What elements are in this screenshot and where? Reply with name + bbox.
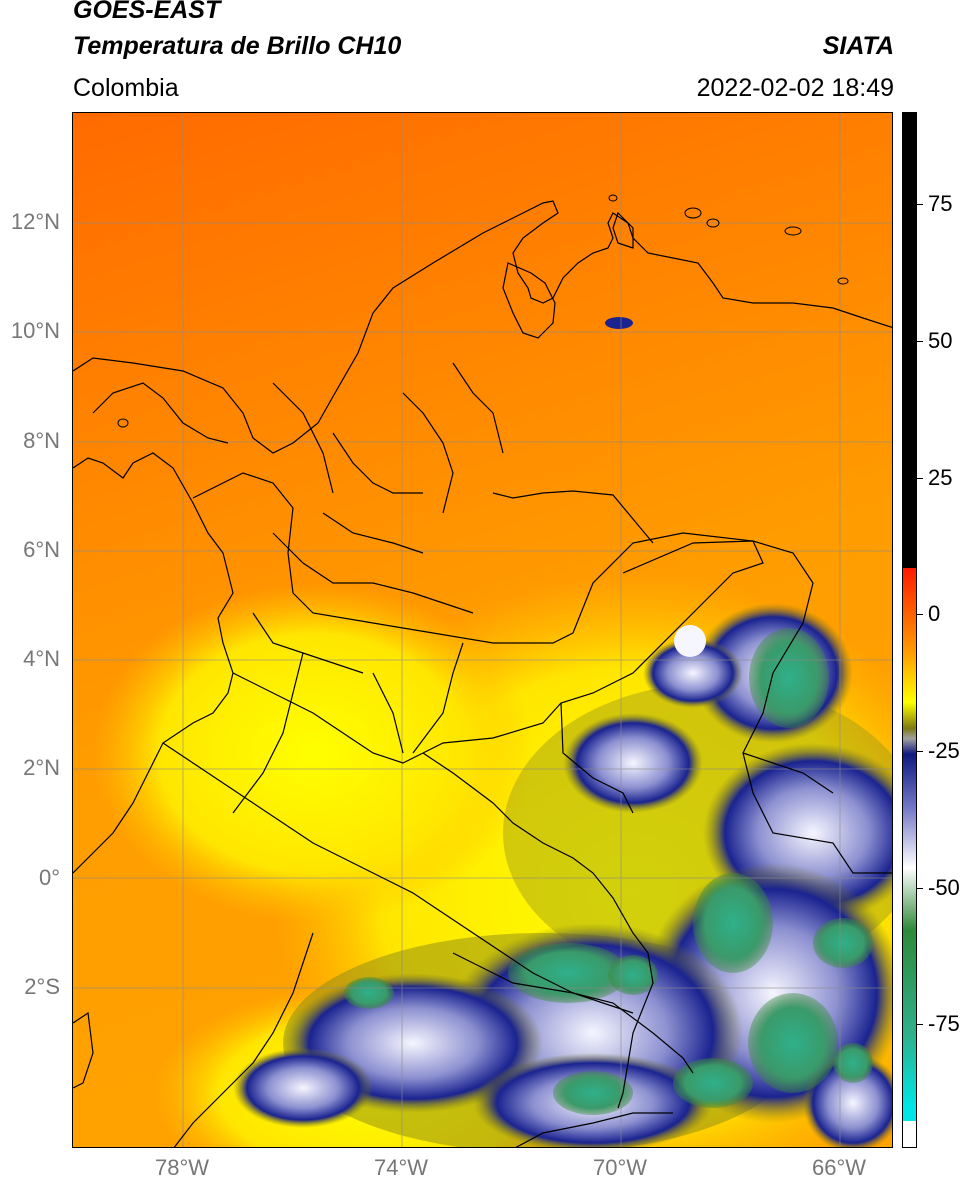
region-label: Colombia bbox=[73, 74, 179, 102]
map-canvas bbox=[73, 113, 892, 1147]
colorbar-label-minus50: -50 bbox=[928, 875, 960, 900]
cold-core-11 bbox=[674, 625, 706, 657]
cold-core-9 bbox=[344, 977, 394, 1009]
lat-label-2s: 2°S bbox=[24, 974, 60, 999]
product-title: Temperatura de Brillo CH10 bbox=[73, 32, 402, 60]
lat-label-0: 0° bbox=[38, 865, 60, 890]
lon-label-78w: 78°W bbox=[154, 1155, 210, 1180]
lat-label-2n: 2°N bbox=[23, 755, 60, 780]
lon-label-74w: 74°W bbox=[373, 1155, 429, 1180]
colorbar-tick-minus25 bbox=[917, 751, 923, 752]
temperature-colorbar bbox=[902, 112, 917, 1148]
colorbar-tick-minus75 bbox=[917, 1024, 923, 1025]
cold-core-10 bbox=[833, 1043, 873, 1083]
cloud-cluster-10 bbox=[643, 638, 743, 708]
cold-core-8 bbox=[553, 1071, 633, 1115]
source-label: SIATA bbox=[822, 32, 894, 60]
colorbar-label-0: 0 bbox=[928, 601, 941, 626]
lat-label-6n: 6°N bbox=[23, 537, 60, 562]
coastlines-borders bbox=[73, 200, 892, 1147]
satellite-title: GOES-EAST bbox=[73, 0, 221, 24]
islands bbox=[117, 194, 849, 428]
colorbar-tick-25 bbox=[917, 478, 923, 479]
colorbar-tick-minus50 bbox=[917, 888, 923, 889]
lat-label-4n: 4°N bbox=[23, 646, 60, 671]
cold-core-3 bbox=[813, 918, 873, 968]
colorbar-label-minus75: -75 bbox=[928, 1011, 960, 1036]
cold-core-6 bbox=[748, 993, 838, 1093]
yellow-region-andes bbox=[93, 583, 533, 923]
colorbar-label-minus25: -25 bbox=[928, 738, 960, 763]
lat-label-8n: 8°N bbox=[23, 428, 60, 453]
lon-label-66w: 66°W bbox=[811, 1155, 867, 1180]
satellite-map[interactable] bbox=[72, 112, 893, 1148]
colorbar-label-25: 25 bbox=[928, 465, 953, 490]
small-cell-north bbox=[605, 317, 633, 329]
colorbar-tick-75 bbox=[917, 204, 923, 205]
timestamp-label: 2022-02-02 18:49 bbox=[696, 74, 894, 102]
cold-core-1 bbox=[749, 628, 829, 728]
cold-core-7 bbox=[673, 1058, 753, 1108]
colorbar-tick-0 bbox=[917, 614, 923, 615]
cloud-cluster-8 bbox=[233, 1048, 373, 1128]
lat-label-12n: 12°N bbox=[10, 209, 60, 234]
gridlines bbox=[73, 113, 892, 1147]
colorbar-label-50: 50 bbox=[928, 328, 953, 353]
colorbar-label-75: 75 bbox=[928, 191, 953, 216]
cloud-cluster-1 bbox=[563, 713, 703, 813]
lon-label-70w: 70°W bbox=[592, 1155, 648, 1180]
lat-label-10n: 10°N bbox=[10, 318, 60, 343]
cold-core-2 bbox=[693, 873, 773, 973]
colorbar-tick-50 bbox=[917, 341, 923, 342]
